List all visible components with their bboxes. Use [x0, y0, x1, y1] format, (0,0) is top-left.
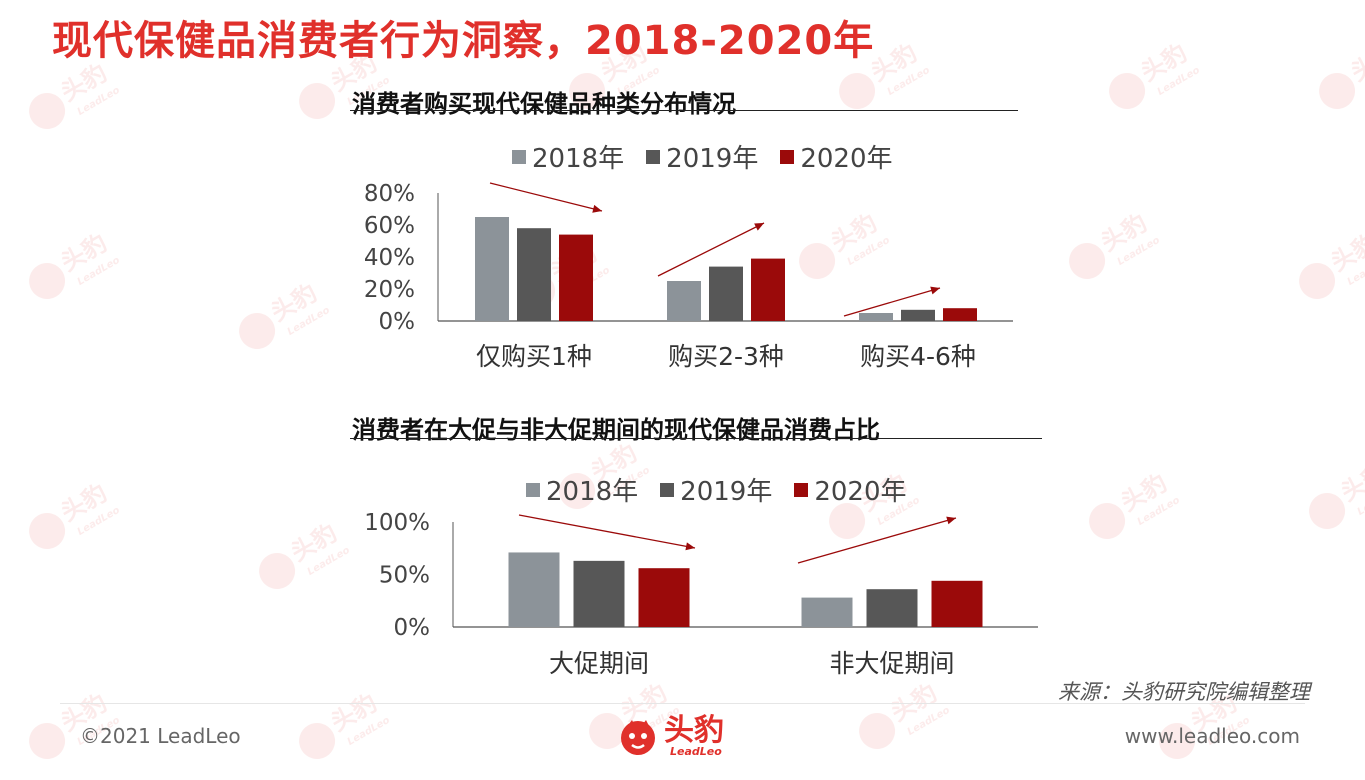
legend-label: 2018年 [546, 477, 639, 507]
legend-swatch [526, 482, 540, 497]
y-tick-label: 20% [364, 277, 415, 303]
chart-1-title: 消费者购买现代保健品种类分布情况 [352, 90, 736, 118]
chart-2-title: 消费者在大促与非大促期间的现代保健品消费占比 [352, 416, 880, 444]
trend-arrow-head [754, 223, 764, 231]
chart-1-legend: 2018年 2019年 2020年 [512, 138, 893, 175]
trend-arrow [657, 222, 765, 277]
bar [517, 228, 551, 321]
brand-logo: 头豹 LeadLeo [616, 714, 724, 758]
y-tick-label: 60% [364, 213, 415, 239]
trend-arrow [489, 182, 603, 212]
y-tick-label: 0% [394, 615, 431, 641]
bar [859, 313, 893, 321]
legend-item: 2020年 [794, 471, 907, 508]
copyright: ©2021 LeadLeo [80, 724, 241, 748]
bar [559, 234, 593, 321]
bar [751, 258, 785, 321]
legend-item: 2019年 [660, 471, 772, 508]
logo-chinese-text: 头豹 [664, 712, 724, 748]
legend-item: 2019年 [646, 138, 758, 175]
footer-divider [60, 703, 1305, 704]
legend-swatch [660, 482, 675, 497]
bar [638, 568, 690, 627]
x-category-label: 非大促期间 [829, 649, 954, 678]
chart-2-title-rule [350, 438, 1042, 439]
x-category-label: 大促期间 [549, 649, 649, 678]
trend-arrow-head [685, 542, 695, 551]
website-url: www.leadleo.com [1124, 724, 1300, 748]
trend-arrow [797, 517, 957, 564]
legend-label: 2020年 [814, 477, 907, 507]
trend-arrow-head [946, 516, 956, 525]
y-tick-label: 100% [364, 510, 430, 536]
y-tick-label: 40% [364, 245, 415, 271]
trend-arrow [843, 287, 941, 317]
bar [931, 580, 983, 627]
legend-label: 2018年 [532, 144, 625, 174]
y-tick-label: 80% [364, 181, 415, 207]
legend-label: 2019年 [666, 144, 759, 174]
bar [709, 266, 743, 321]
bar [475, 217, 509, 321]
chart-1-title-rule [350, 110, 1018, 111]
bar [801, 597, 853, 627]
legend-swatch [512, 149, 526, 164]
x-category-label: 仅购买1种 [476, 342, 592, 371]
trend-arrow [518, 514, 696, 549]
legend-item: 2018年 [526, 471, 638, 508]
legend-item: 2020年 [780, 138, 893, 175]
logo-english-text: LeadLeo [670, 744, 722, 758]
bar [667, 281, 701, 321]
bar [866, 589, 918, 627]
page-title: 现代保健品消费者行为洞察，2018-2020年 [52, 18, 875, 64]
legend-label: 2020年 [800, 144, 893, 174]
trend-arrow-head [592, 204, 602, 213]
legend-item: 2018年 [512, 138, 624, 175]
y-tick-label: 0% [379, 309, 416, 335]
bar [943, 308, 977, 321]
source-note: 来源：头豹研究院编辑整理 [1058, 680, 1310, 704]
legend-swatch [646, 149, 661, 164]
bar [901, 309, 935, 321]
bar [573, 560, 625, 627]
x-category-label: 购买2-3种 [668, 342, 784, 371]
y-tick-label: 50% [379, 563, 430, 589]
chart-2-legend: 2018年 2019年 2020年 [526, 471, 907, 508]
trend-arrow-head [930, 286, 940, 295]
bar [508, 552, 560, 627]
x-category-label: 购买4-6种 [860, 342, 976, 371]
leopard-icon [621, 720, 655, 755]
legend-swatch [794, 482, 809, 497]
legend-swatch [780, 149, 795, 164]
legend-label: 2019年 [680, 477, 773, 507]
